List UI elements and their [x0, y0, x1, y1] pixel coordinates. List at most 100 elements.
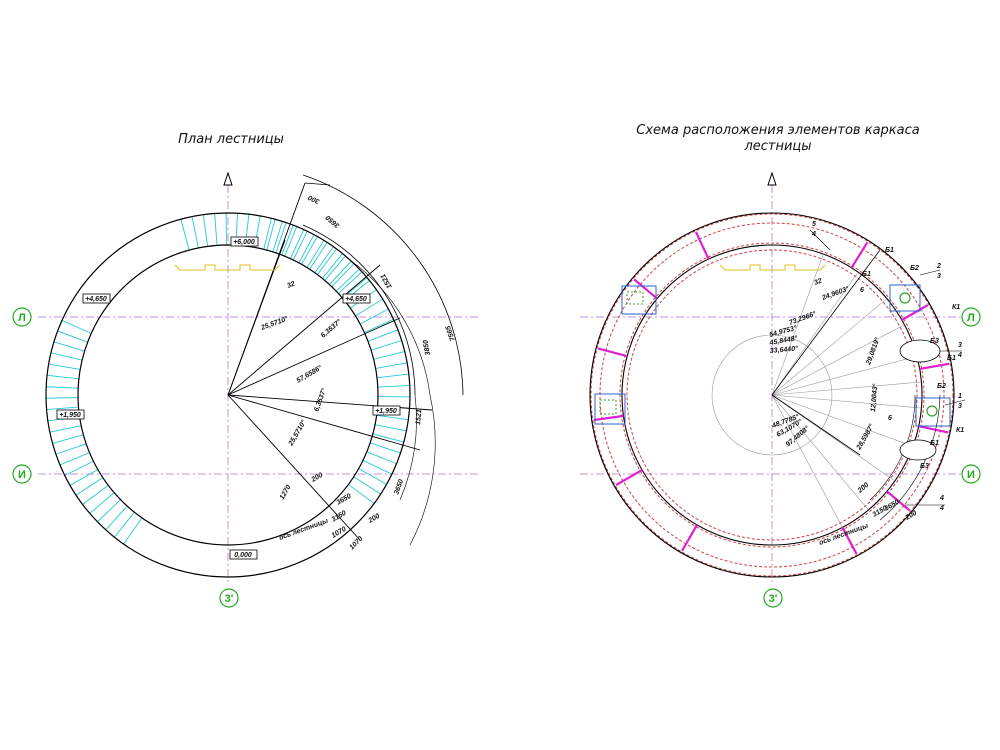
dim-text: 33,6440° [769, 345, 798, 355]
crossbeam [901, 304, 929, 321]
column-base [626, 291, 644, 305]
axis-bubble-z [219, 588, 239, 608]
stair-tread [266, 219, 276, 251]
section-mark: 4 [939, 505, 944, 512]
callout-bubble [899, 439, 937, 461]
stair-tread [373, 351, 405, 360]
stair-steps [46, 213, 410, 545]
dim-arc-2 [349, 259, 431, 396]
stair-tread [89, 492, 115, 514]
level-box [230, 236, 259, 247]
column-box [594, 393, 626, 425]
dim-text: 32 [286, 281, 296, 290]
stair-tread [46, 397, 79, 399]
level-box [56, 409, 85, 420]
element-label: К1 [952, 304, 960, 311]
stair-tread [306, 240, 325, 268]
element-label: Б1 [930, 440, 939, 447]
level-box [342, 293, 371, 304]
radial-line [227, 317, 401, 396]
stair-tread [322, 253, 343, 279]
level-box [372, 405, 401, 416]
stair-tread [53, 341, 85, 352]
dim-text: 3650 [393, 479, 405, 496]
stair-tread [329, 260, 352, 285]
stair-tread [376, 414, 409, 421]
dim-arc-4 [409, 394, 436, 546]
leader-line [944, 399, 966, 406]
landing-edge [174, 264, 281, 271]
column-box [889, 284, 921, 312]
crossbeam [593, 414, 624, 422]
stair-tread [331, 263, 355, 288]
frame-scheme: 24,9603° 73,2966° 54,9753° 45,8448° 33,6… [580, 171, 981, 608]
dim-tick [304, 182, 331, 186]
level-label: +4,650 [85, 296, 107, 303]
dim-text: 12,0043° [869, 383, 879, 412]
radial-line [771, 355, 917, 396]
section-mark: 4 [939, 495, 944, 502]
level-label: +4,650 [345, 296, 367, 303]
dim-text: ось лестницы [278, 518, 329, 542]
stair-tread [59, 452, 90, 466]
stair-tread [290, 229, 305, 259]
stair-tread [348, 484, 375, 504]
element-label: Б2 [937, 383, 946, 390]
stair-tread [364, 318, 394, 333]
dim-arc-mid [302, 224, 416, 396]
outer-wall [45, 212, 411, 578]
axis-bubble-i [12, 464, 32, 484]
crossbeam [850, 241, 869, 269]
stair-tread [69, 469, 99, 486]
stair-tread [47, 374, 79, 380]
level-label: +1,950 [59, 412, 81, 419]
stair-tread [362, 459, 393, 475]
element-label: К1 [956, 427, 964, 434]
stair-tread [292, 230, 308, 261]
dim-arc [879, 394, 941, 521]
stair-tread [82, 484, 109, 505]
stair-tread [301, 236, 318, 265]
axis-label-i: И [967, 469, 975, 481]
radial-line [227, 394, 361, 541]
dim-text: 7565 [445, 325, 457, 342]
stair-tread [50, 352, 83, 361]
crossbeam [597, 347, 628, 358]
radial-line [771, 324, 905, 396]
stair-tread [353, 476, 381, 495]
crossbeam [919, 362, 950, 371]
dim-text: 3150 [872, 505, 889, 519]
inner-wall [77, 244, 379, 546]
right-title-line2: лестницы [743, 139, 811, 154]
inner-stringer-inner [626, 249, 918, 541]
stair-plan: +6,000 +4,650 +4,650 +1,950 +1,950 0,000… [12, 171, 480, 608]
inner-stringer [619, 242, 925, 548]
stair-tread [55, 443, 87, 455]
stair-tread [309, 242, 328, 270]
crossbeam [841, 526, 858, 555]
stair-tread [298, 234, 315, 264]
radial-line [771, 381, 922, 396]
radial-line [771, 298, 888, 396]
dim-text: 1270 [279, 484, 293, 501]
stair-tread [114, 511, 135, 538]
stair-tread [75, 477, 104, 496]
column-box [621, 285, 657, 315]
radial-line [771, 271, 859, 396]
radial-line [771, 394, 869, 511]
stair-tread [180, 219, 190, 251]
stair-tread [49, 425, 82, 433]
dim-text: 200 [904, 510, 919, 522]
dim-text: 25,5710° [286, 418, 308, 447]
outer-wall [589, 212, 955, 578]
level-label: +1,950 [375, 408, 397, 415]
level-box [82, 293, 111, 304]
radial-lines [771, 249, 922, 528]
element-label: Б2 [910, 265, 919, 272]
stair-tread [272, 221, 283, 252]
dim-text: 6,3537° [312, 387, 328, 413]
dim-text: 29,0819° [864, 336, 882, 366]
dim-text: 73,2966° [788, 310, 817, 327]
stair-tread [123, 517, 143, 545]
